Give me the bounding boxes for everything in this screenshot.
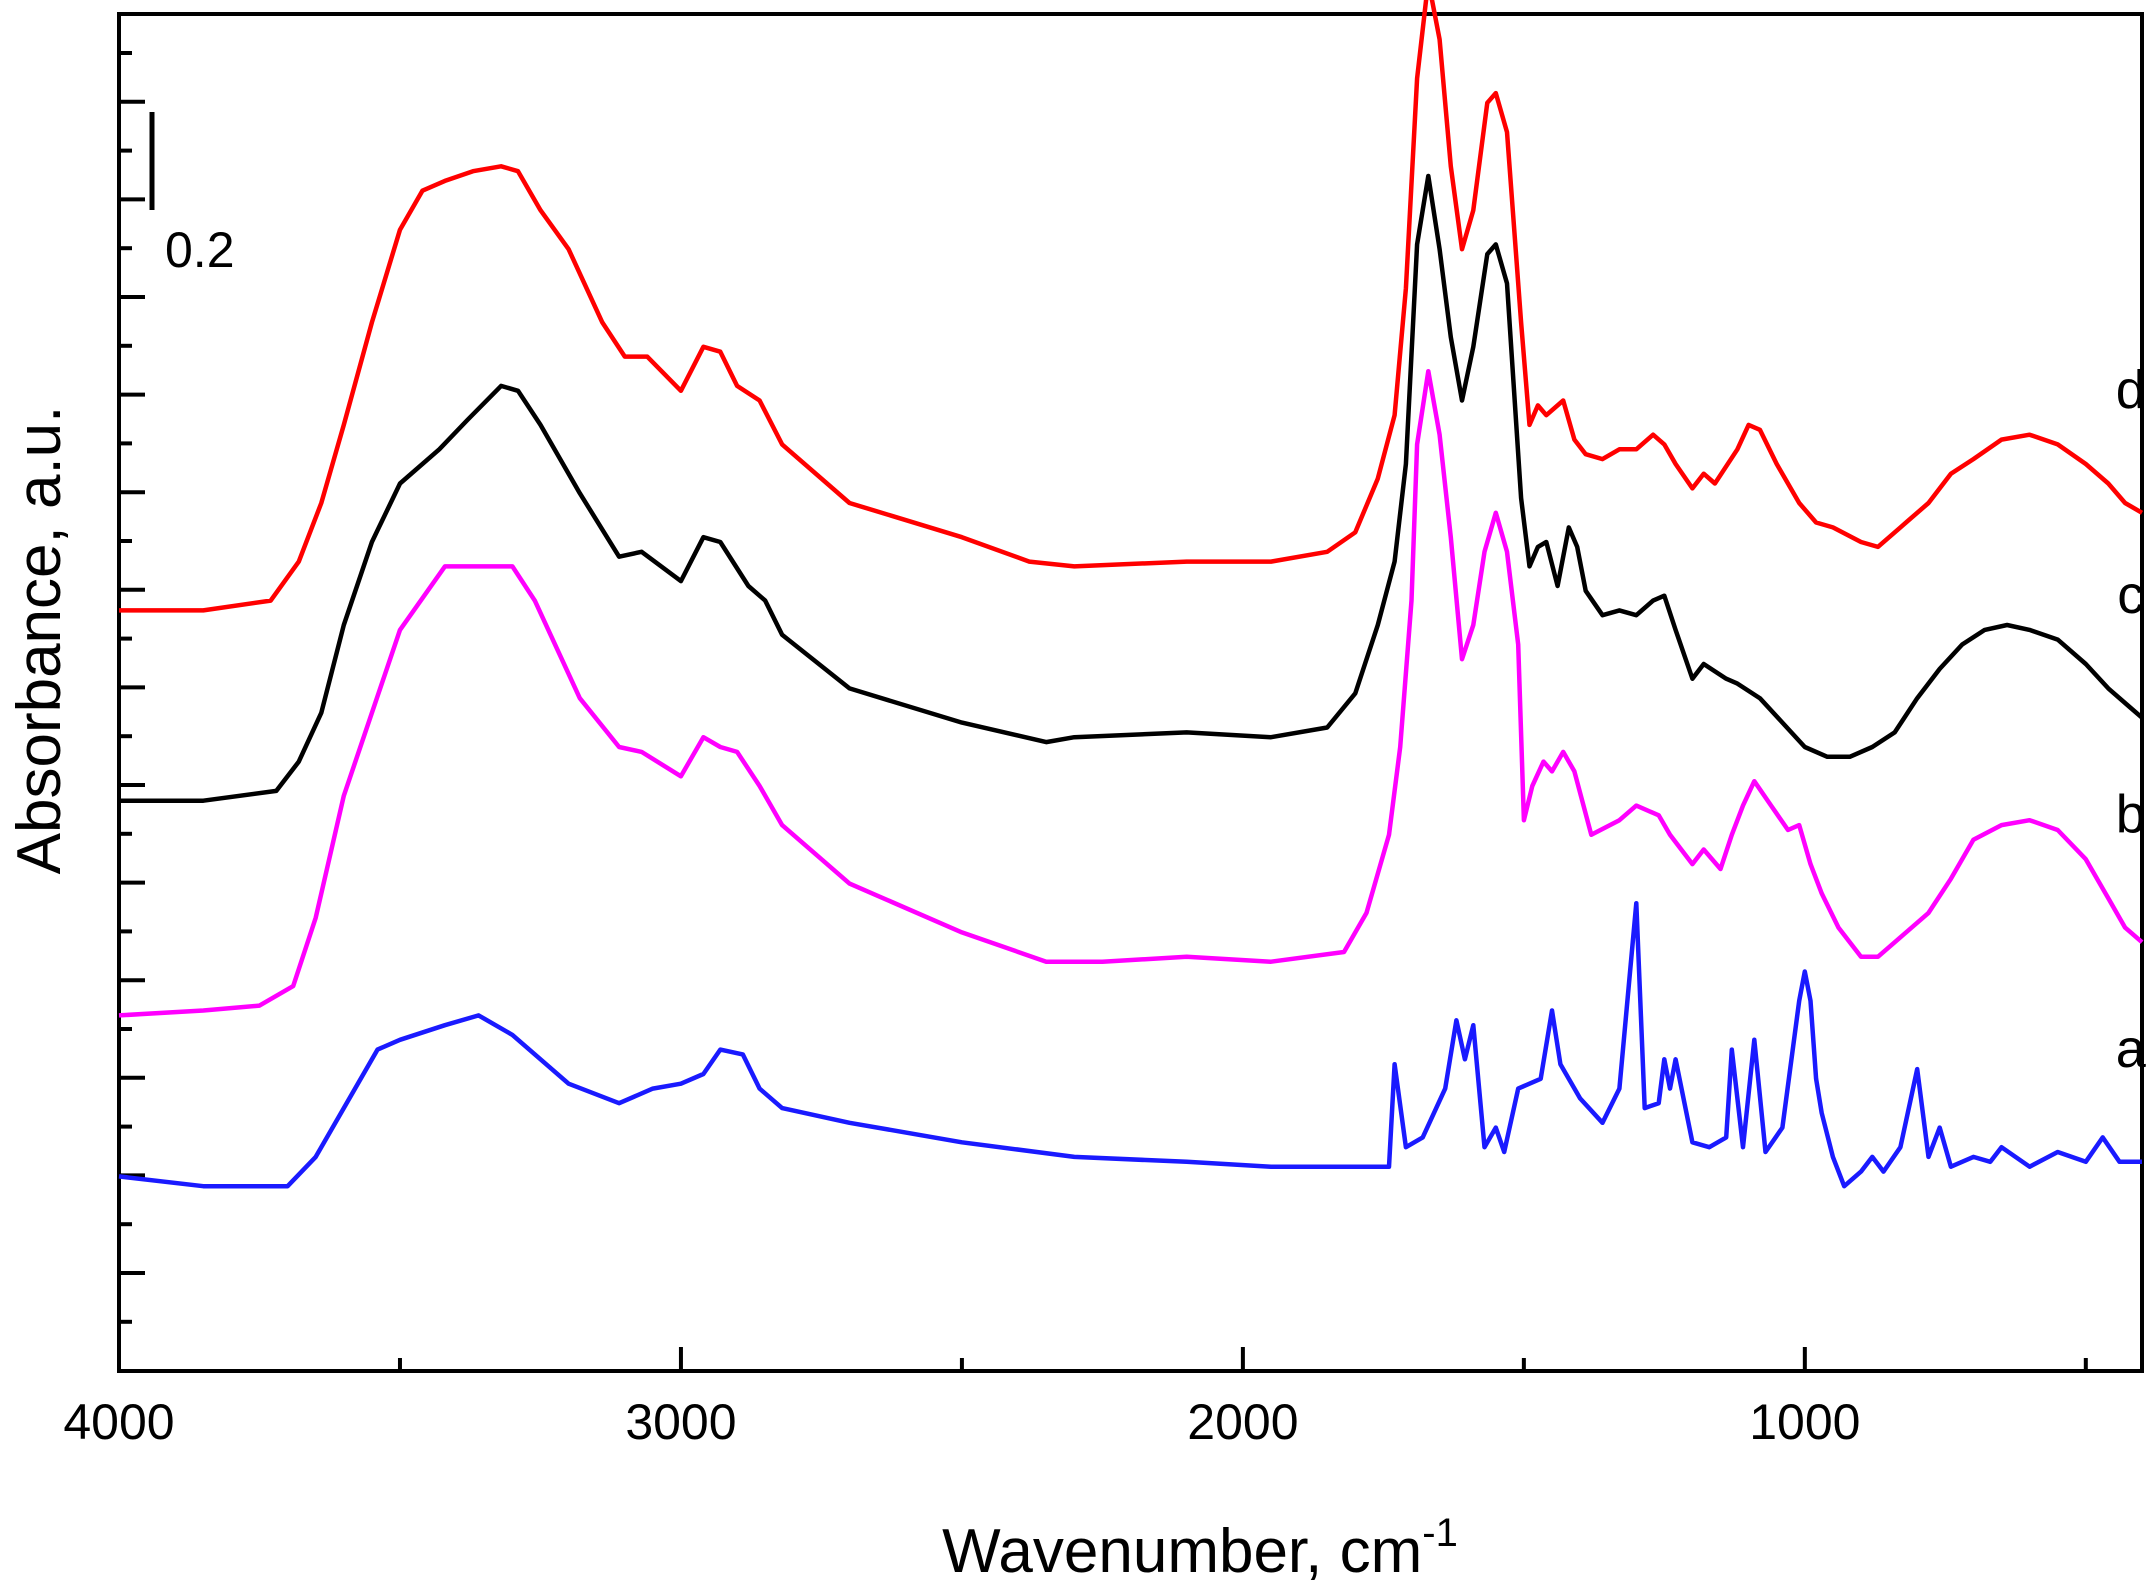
x-tick-label: 3000 (625, 1394, 736, 1450)
series-label-d: d (2116, 360, 2146, 420)
scale-bar-label: 0.2 (165, 222, 235, 278)
x-tick-label: 1000 (1749, 1394, 1860, 1450)
series-line-b (118, 368, 2144, 1018)
series-line-a (118, 900, 2142, 1189)
series-label-b: b (2116, 785, 2146, 845)
x-axis-title: Wavenumber, cm-1 (942, 1511, 1458, 1586)
series-label-c: c (2117, 565, 2144, 625)
scale-bar: 0.2 (149, 112, 235, 278)
x-axis-ticks: 4000 3000 2000 1000 (63, 1347, 2088, 1450)
x-tick-label: 4000 (63, 1394, 174, 1450)
plot-frame (117, 12, 2144, 1373)
series-line-d (119, 0, 2144, 613)
series-label-a: a (2116, 1019, 2147, 1079)
x-tick-label: 2000 (1187, 1394, 1298, 1450)
spectra-series: a b c d (118, 0, 2147, 1189)
y-axis-title: Absorbance, a.u. (5, 406, 74, 875)
x-axis-title-superscript: -1 (1422, 1511, 1458, 1555)
series-line-c (119, 173, 2144, 803)
y-axis-ticks (119, 51, 145, 1324)
